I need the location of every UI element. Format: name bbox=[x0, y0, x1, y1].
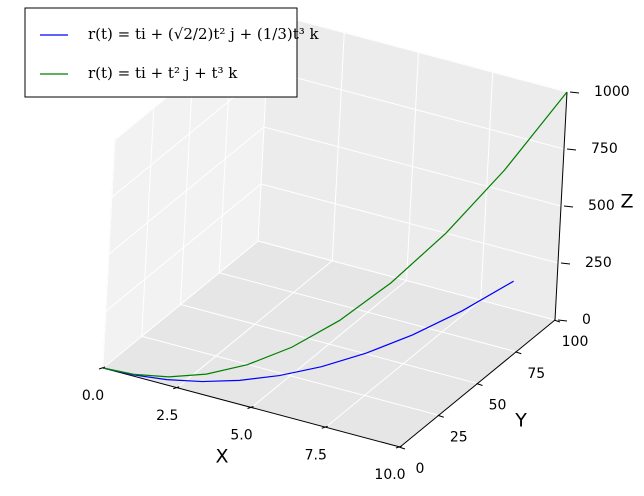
grid-line bbox=[269, 12, 568, 93]
grid-line bbox=[102, 240, 259, 369]
legend-label: r(t) = ti + t² j + t³ k bbox=[88, 64, 238, 82]
y-axis-line bbox=[399, 319, 556, 448]
z-tick-label: 0 bbox=[582, 312, 591, 328]
z-tick-label: 750 bbox=[591, 141, 618, 157]
x-tick-label: 2.5 bbox=[156, 408, 178, 424]
y-tick-label: 75 bbox=[527, 366, 545, 382]
x-axis-line bbox=[102, 367, 401, 448]
y-tick-label: 100 bbox=[562, 334, 589, 350]
grid-line bbox=[266, 69, 565, 150]
z-axis-label: Z bbox=[620, 191, 633, 213]
line bbox=[102, 280, 514, 383]
grid-line bbox=[260, 183, 559, 264]
line bbox=[102, 91, 568, 378]
grid-line bbox=[105, 183, 262, 312]
y-tick-label: 50 bbox=[489, 398, 507, 414]
z-tick bbox=[569, 91, 580, 94]
z-tick-label: 250 bbox=[585, 255, 612, 271]
grid-line bbox=[263, 126, 562, 207]
x-axis-label: X bbox=[215, 446, 228, 468]
x-tick-label: 10.0 bbox=[374, 467, 405, 483]
x-tick bbox=[98, 366, 106, 370]
z-tick bbox=[563, 205, 574, 208]
z-tick-label: 500 bbox=[588, 198, 615, 214]
z-tick bbox=[560, 262, 571, 265]
z-tick-label: 1000 bbox=[594, 84, 630, 100]
grid-line bbox=[108, 126, 265, 255]
y-tick bbox=[398, 446, 406, 450]
x-tick-label: 0.0 bbox=[82, 388, 104, 404]
z-tick bbox=[566, 148, 577, 151]
grid-line bbox=[219, 272, 517, 353]
grid-line bbox=[141, 335, 439, 416]
y-axis-label: Y bbox=[514, 410, 527, 432]
grid-line bbox=[180, 304, 478, 384]
legend-label: r(t) = ti + (√2/2)t² j + (1/3)t³ k bbox=[88, 25, 320, 43]
x-tick-label: 5.0 bbox=[230, 428, 252, 444]
legend-box bbox=[24, 7, 298, 98]
y-tick-label: 25 bbox=[450, 429, 468, 445]
legend: r(t) = ti + (√2/2)t² j + (1/3)t³ k r(t) =… bbox=[24, 7, 320, 98]
z-tick bbox=[557, 319, 568, 322]
x-tick-label: 7.5 bbox=[305, 447, 327, 463]
y-tick-label: 0 bbox=[416, 461, 425, 477]
z-axis-line bbox=[554, 91, 568, 321]
grid-line bbox=[257, 240, 556, 321]
